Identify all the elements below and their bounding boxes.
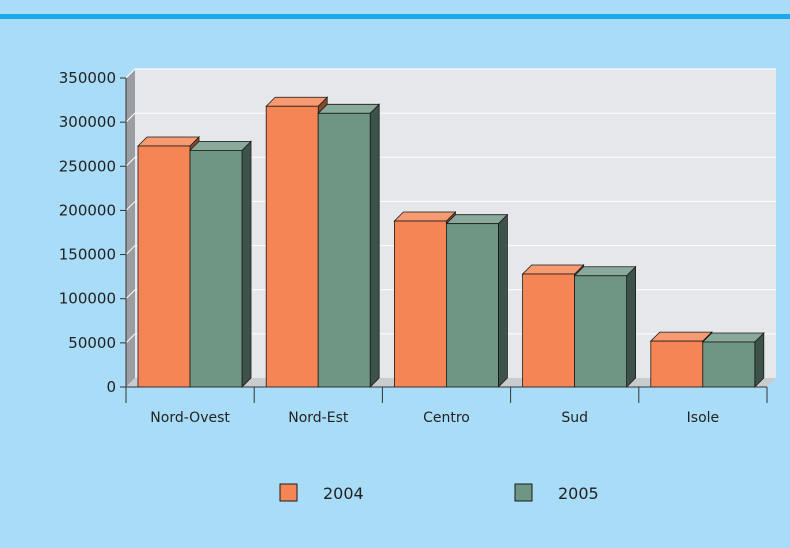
- bar-front: [189, 149, 243, 388]
- legend-swatch: [279, 483, 298, 502]
- gridline-depth: [125, 68, 136, 79]
- y-tick-label: 50000: [68, 334, 116, 352]
- bar-front: [574, 275, 627, 388]
- gridline-depth: [125, 289, 136, 300]
- bar-top: [265, 96, 329, 107]
- bar-top: [445, 214, 509, 225]
- bar-front: [317, 112, 371, 388]
- left-wall: [126, 69, 135, 387]
- bar-top: [393, 211, 457, 222]
- bar-2005-nord-est: [317, 103, 381, 388]
- bar-side: [241, 140, 252, 388]
- y-tick-label: 350000: [59, 69, 116, 87]
- bar-top: [573, 266, 637, 277]
- gridline-depth: [125, 333, 136, 344]
- bar-front: [137, 145, 191, 388]
- legend-item-2004: 2004: [279, 483, 364, 503]
- legend-item-2005: 2005: [514, 483, 599, 503]
- y-tick-label: 150000: [59, 246, 116, 264]
- bar-2005-nord-ovest: [189, 140, 252, 388]
- legend-swatch: [514, 483, 533, 502]
- x-tick-label: Nord-Est: [288, 410, 349, 426]
- bar-side: [626, 265, 636, 388]
- x-tick-label: Isole: [687, 410, 720, 426]
- gridline-depth: [125, 201, 136, 211]
- bar-front: [650, 340, 704, 388]
- bar-front: [265, 105, 319, 388]
- bar-front: [702, 341, 756, 388]
- y-tick-label: 100000: [59, 290, 116, 308]
- bar-2005-centro: [445, 213, 509, 388]
- x-tick-label: Nord-Ovest: [150, 410, 230, 426]
- bar-top: [521, 264, 585, 275]
- gridline-depth: [125, 156, 136, 167]
- legend-label: 2005: [558, 484, 599, 503]
- bar-top: [189, 140, 252, 151]
- bar-side: [369, 103, 380, 388]
- bar-top: [701, 332, 765, 343]
- bar-front: [393, 220, 447, 388]
- bar-front: [522, 273, 575, 388]
- bar-2005-sud: [573, 265, 637, 388]
- gridline-depth: [125, 112, 136, 123]
- bar-top: [137, 136, 200, 147]
- bar-top: [317, 103, 381, 114]
- y-tick-label: 300000: [59, 113, 116, 131]
- y-tick-label: 250000: [59, 157, 116, 175]
- x-tick-label: Sud: [561, 410, 588, 426]
- bar-side: [497, 213, 508, 388]
- gridline-depth: [125, 245, 136, 255]
- bar-top: [649, 331, 713, 342]
- x-tick-label: Centro: [423, 410, 470, 426]
- y-tick-label: 200000: [59, 201, 116, 219]
- bar-front: [445, 223, 499, 388]
- y-tick-label: 0: [106, 378, 116, 396]
- legend-label: 2004: [323, 484, 364, 503]
- top-stripe: [0, 14, 790, 19]
- bar-2005-isole: [701, 332, 765, 388]
